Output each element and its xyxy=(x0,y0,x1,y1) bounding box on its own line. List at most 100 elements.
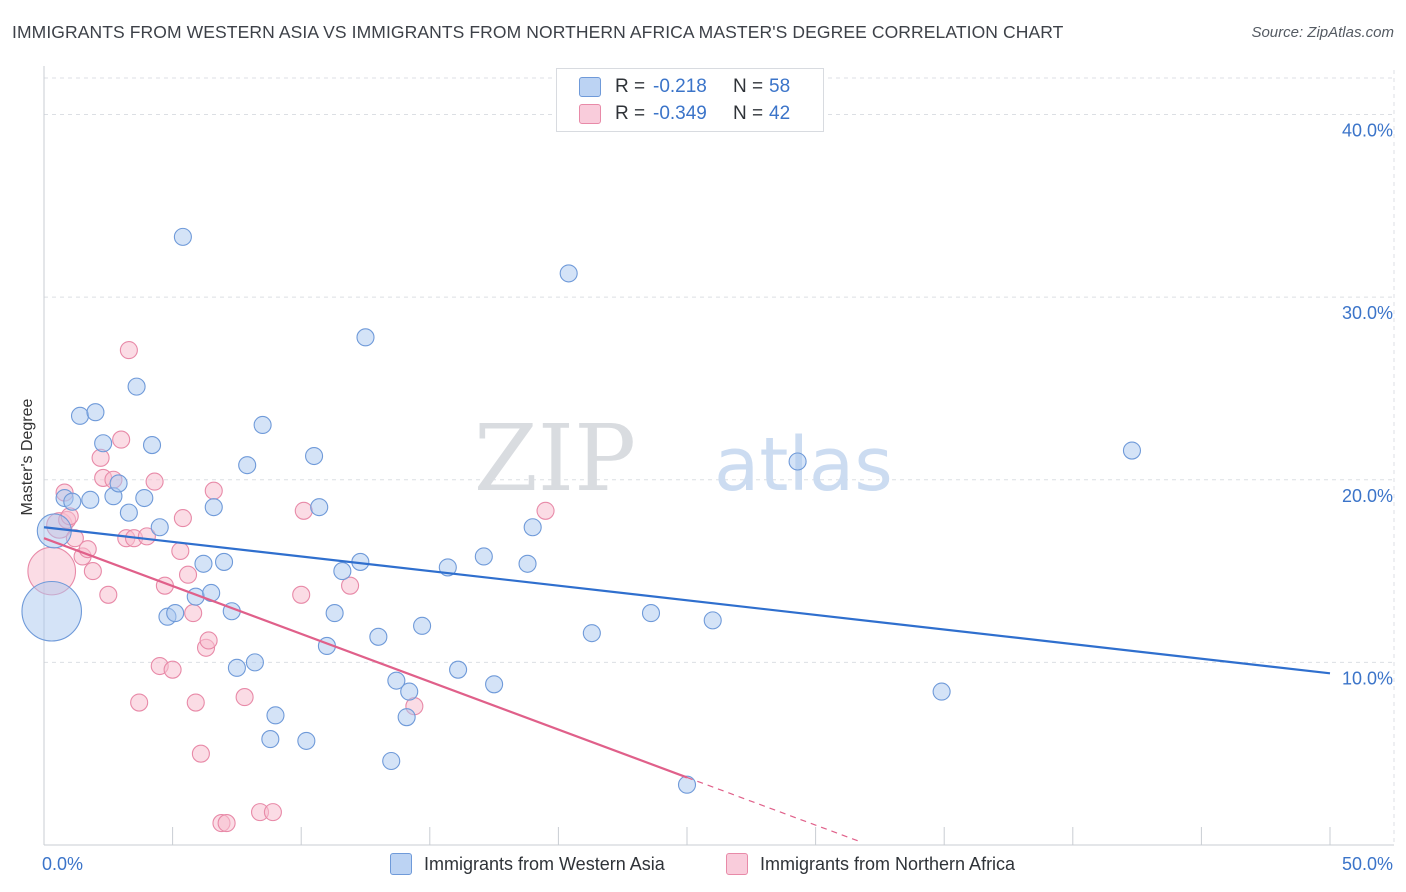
data-point-western-asia xyxy=(245,653,264,672)
legend-swatch-pink xyxy=(579,104,601,124)
data-point-northern-africa xyxy=(292,585,311,604)
data-point-western-asia xyxy=(227,658,246,677)
data-point-western-asia xyxy=(253,415,272,435)
data-point-western-asia xyxy=(86,403,105,422)
data-point-northern-africa xyxy=(186,693,205,712)
trend-lines xyxy=(43,526,1331,842)
data-point-western-asia xyxy=(641,604,661,623)
data-point-western-asia xyxy=(142,436,162,455)
data-point-northern-africa xyxy=(145,472,164,491)
data-point-western-asia xyxy=(677,775,697,794)
data-point-western-asia xyxy=(413,616,432,635)
bottom-legend-northern-africa: Immigrants from Northern Africa xyxy=(726,851,1015,877)
watermark: ZIP atlas xyxy=(474,405,893,512)
data-point-western-asia xyxy=(81,490,100,509)
legend-r-label: R = xyxy=(615,76,646,97)
data-point-western-asia xyxy=(70,406,90,425)
legend-n-label: N = xyxy=(733,103,764,124)
data-point-northern-africa xyxy=(178,565,198,584)
y-tick-label: 30.0% xyxy=(1342,303,1393,323)
data-point-western-asia xyxy=(523,518,542,537)
data-point-northern-africa xyxy=(130,693,149,712)
x-tick-label: 0.0% xyxy=(42,854,83,874)
data-point-western-asia xyxy=(400,682,419,701)
tick-labels: 10.0% 20.0% 30.0% 40.0% 0.0% 50.0% xyxy=(42,121,1393,874)
data-point-northern-africa xyxy=(204,481,223,500)
correlation-legend: R = -0.218 N = 58 R = -0.349 N = 42 xyxy=(556,68,824,132)
data-point-western-asia xyxy=(356,328,375,347)
data-point-western-asia xyxy=(135,488,154,508)
data-point-western-asia xyxy=(325,604,344,623)
legend-r-value: -0.349 xyxy=(653,103,707,124)
legend-row-northern-africa: R = -0.349 N = 42 xyxy=(579,101,790,127)
legend-row-western-asia: R = -0.218 N = 58 xyxy=(579,74,790,100)
data-point-northern-africa xyxy=(184,604,203,623)
data-point-northern-africa xyxy=(137,527,156,546)
data-point-western-asia xyxy=(94,434,113,453)
data-point-western-asia xyxy=(214,552,234,571)
data-point-western-asia xyxy=(297,731,316,750)
y-tick-label: 40.0% xyxy=(1342,121,1393,141)
data-point-western-asia xyxy=(109,474,128,493)
data-point-western-asia xyxy=(518,554,537,573)
series-western-asia-points xyxy=(21,227,1142,794)
data-point-northern-africa xyxy=(83,562,102,581)
data-point-western-asia xyxy=(166,604,185,623)
watermark-zip: ZIP xyxy=(474,405,636,512)
data-point-northern-africa xyxy=(263,803,282,822)
y-axis-label: Master's Degree xyxy=(19,398,36,516)
x-tick-label: 50.0% xyxy=(1342,854,1393,874)
data-point-western-asia xyxy=(387,671,406,690)
data-point-western-asia xyxy=(261,730,280,749)
data-point-western-asia xyxy=(1122,441,1142,460)
data-point-northern-africa xyxy=(235,688,254,707)
data-point-western-asia xyxy=(397,708,416,727)
y-tick-label: 10.0% xyxy=(1342,668,1393,688)
legend-n-value: 58 xyxy=(769,76,791,97)
data-point-western-asia xyxy=(788,452,807,471)
chart-title: IMMIGRANTS FROM WESTERN ASIA VS IMMIGRAN… xyxy=(12,22,1064,42)
data-point-northern-africa xyxy=(191,744,210,763)
data-point-western-asia xyxy=(204,498,223,517)
data-point-western-asia xyxy=(333,562,352,581)
data-point-northern-africa xyxy=(119,341,138,360)
source-label: Source: ZipAtlas.com xyxy=(1251,24,1394,41)
data-point-western-asia xyxy=(305,446,324,466)
data-point-western-asia xyxy=(173,227,192,246)
data-point-western-asia xyxy=(369,627,388,646)
data-point-northern-africa xyxy=(199,631,218,650)
data-point-northern-africa xyxy=(294,501,313,520)
legend-n-label: N = xyxy=(733,76,764,97)
data-point-western-asia xyxy=(559,264,578,283)
data-point-western-asia xyxy=(703,611,722,630)
data-point-northern-africa xyxy=(163,660,182,679)
data-point-western-asia xyxy=(21,580,83,642)
data-point-western-asia xyxy=(194,554,213,573)
legend-r-value: -0.218 xyxy=(653,76,707,97)
data-point-northern-africa xyxy=(341,576,360,595)
bottom-legend-label: Immigrants from Northern Africa xyxy=(760,853,1016,874)
data-point-northern-africa xyxy=(171,541,190,561)
bottom-legend-label: Immigrants from Western Asia xyxy=(424,853,665,874)
data-point-northern-africa xyxy=(536,501,555,520)
bottom-legend-swatch-pink xyxy=(726,853,748,875)
data-point-western-asia xyxy=(119,503,138,522)
trend-line-western-asia xyxy=(43,526,1331,675)
legend-r-label: R = xyxy=(615,103,646,124)
trend-line-northern-africa-extension xyxy=(686,776,860,842)
data-point-northern-africa xyxy=(112,430,131,449)
data-point-western-asia xyxy=(474,547,493,566)
data-point-western-asia xyxy=(449,660,468,679)
data-point-western-asia xyxy=(932,682,951,701)
legend-swatch-blue xyxy=(579,77,601,97)
y-tick-label: 20.0% xyxy=(1342,486,1393,506)
data-point-western-asia xyxy=(63,492,82,511)
data-point-western-asia xyxy=(582,624,601,643)
trend-line-northern-africa xyxy=(43,537,688,779)
bottom-legend-swatch-blue xyxy=(390,853,412,875)
data-point-western-asia xyxy=(266,706,285,725)
data-point-western-asia xyxy=(485,675,504,694)
data-point-western-asia xyxy=(238,456,257,475)
data-point-western-asia xyxy=(150,518,169,537)
